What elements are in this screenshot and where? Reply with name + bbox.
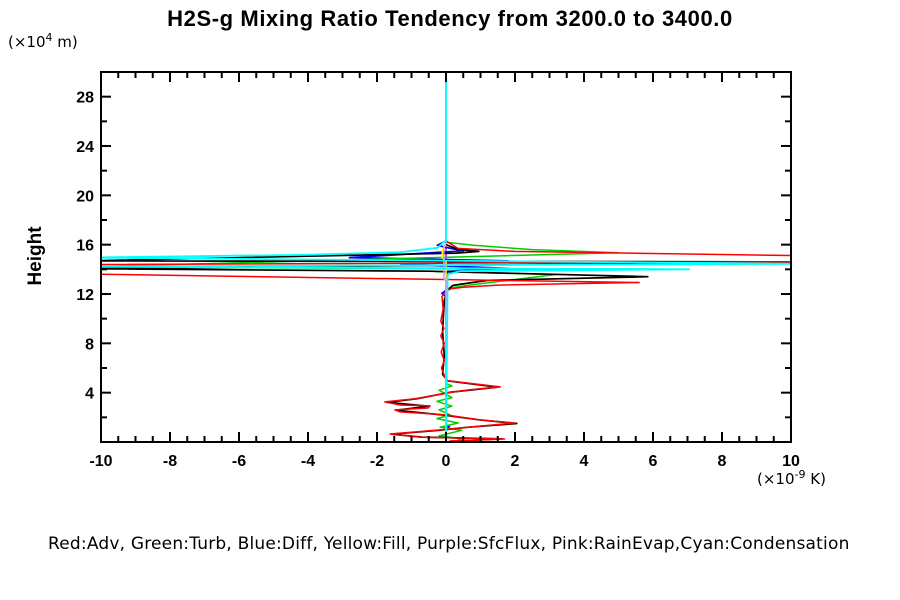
y-tick-label: 16 (76, 238, 94, 255)
y-tick-label: 28 (76, 90, 94, 107)
series-Condensation-line (101, 72, 791, 442)
x-tick-label: -8 (163, 453, 177, 470)
chart-title: H2S-g Mixing Ratio Tendency from 3200.0 … (167, 6, 733, 31)
y-tick-label: 20 (76, 188, 94, 205)
x-tick-label: -4 (301, 453, 315, 470)
y-axis-unit-label: (×104 m) (8, 31, 78, 51)
x-tick-label: 2 (511, 453, 520, 470)
y-tick-label: 8 (85, 336, 94, 353)
series-Turb-line (101, 241, 620, 442)
y-tick-label: 12 (76, 287, 94, 304)
x-tick-label: 10 (782, 453, 800, 470)
series-Adv-line (101, 240, 791, 442)
x-tick-label: -10 (89, 453, 112, 470)
x-axis-unit-label: (×10-9 K) (757, 468, 826, 488)
legend: Red:Adv, Green:Turb, Blue:Diff, Yellow:F… (48, 534, 850, 554)
y-unit-exponent: 4 (45, 31, 53, 44)
x-tick-label: 4 (580, 453, 589, 470)
x-tick-label: 8 (718, 453, 727, 470)
x-tick-label: 6 (649, 453, 658, 470)
x-tick-label: -6 (232, 453, 246, 470)
y-tick-label: 4 (85, 386, 94, 403)
x-unit-exponent: -9 (794, 468, 806, 481)
x-tick-label: -2 (370, 453, 384, 470)
y-tick-label: 24 (76, 139, 94, 156)
x-tick-label: 0 (442, 453, 451, 470)
